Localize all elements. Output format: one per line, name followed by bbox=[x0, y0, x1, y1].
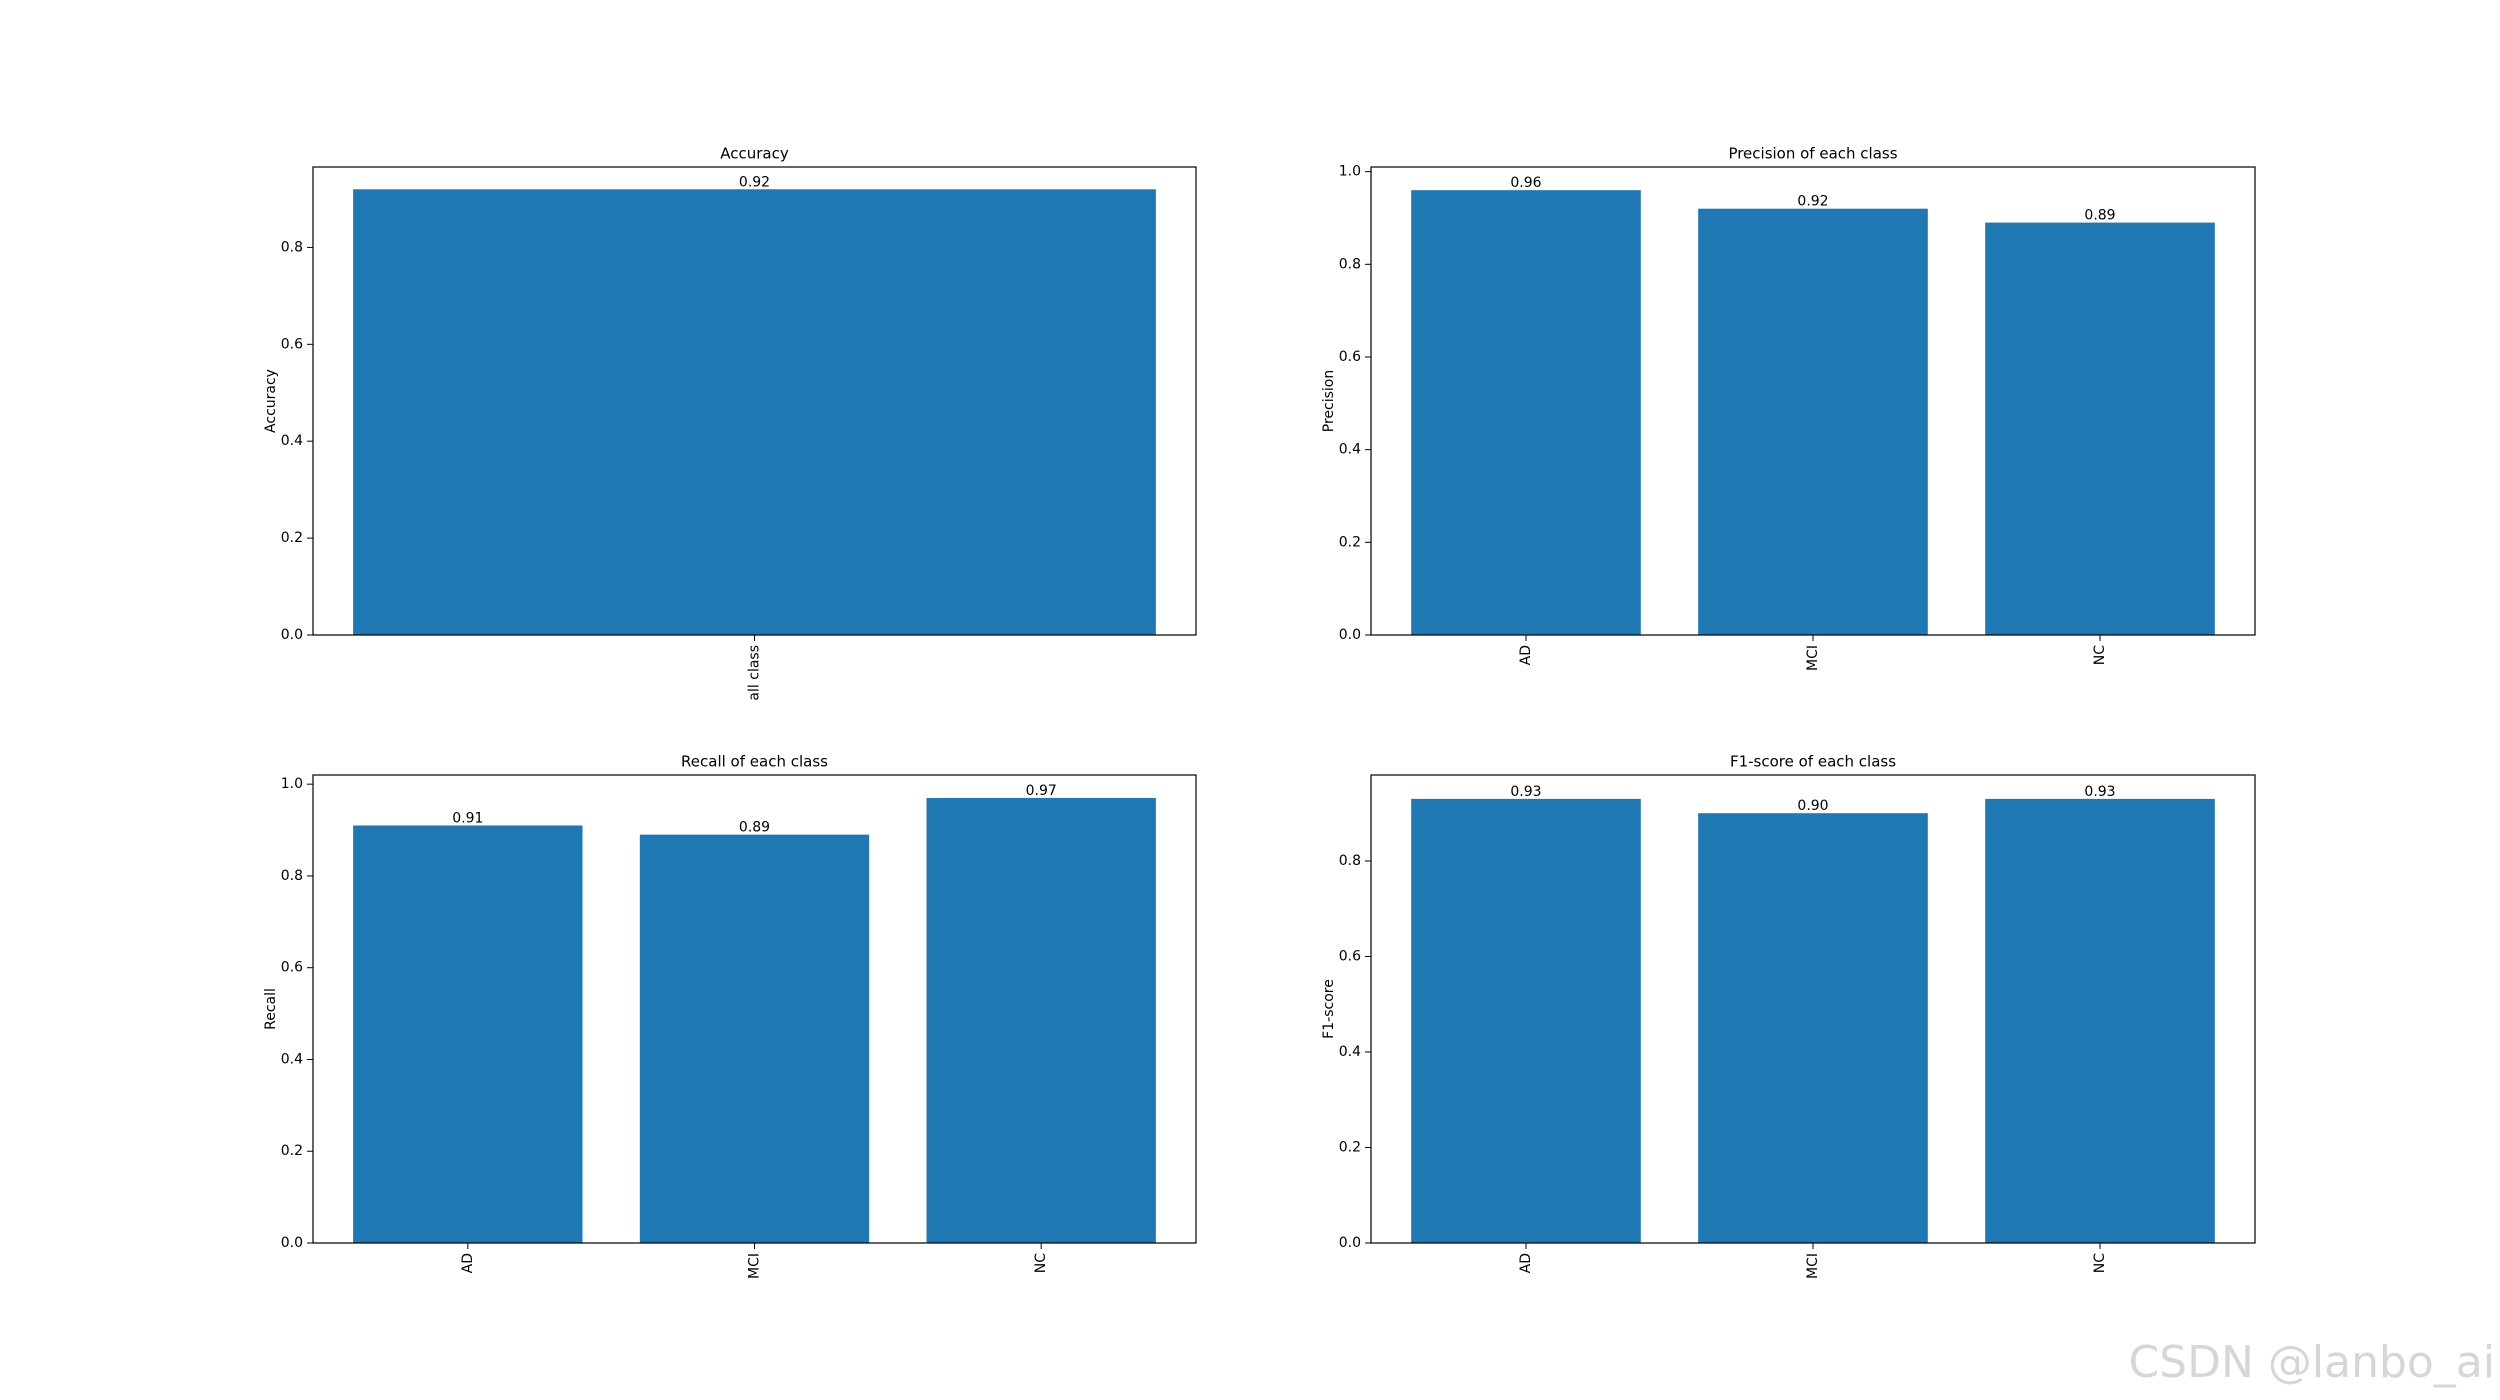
y-axis-label: Recall bbox=[263, 988, 279, 1030]
x-tick-label: AD bbox=[1518, 645, 1534, 665]
y-tick-label: 0.2 bbox=[281, 530, 303, 546]
bar bbox=[1411, 190, 1641, 635]
y-tick-label: 0.2 bbox=[281, 1143, 303, 1159]
value-label: 0.90 bbox=[1797, 798, 1828, 814]
value-label: 0.92 bbox=[739, 174, 770, 190]
y-tick-label: 0.4 bbox=[1339, 442, 1361, 458]
value-label: 0.96 bbox=[1510, 175, 1541, 191]
axes-frame bbox=[312, 774, 1197, 1244]
value-label: 0.97 bbox=[1026, 783, 1057, 799]
x-tick-label: MCI bbox=[747, 1253, 763, 1279]
y-tick-label: 0.6 bbox=[1339, 349, 1361, 365]
y-tick-label: 0.8 bbox=[1339, 853, 1361, 869]
y-axis-label: Precision bbox=[1321, 370, 1337, 432]
y-tick-label: 0.4 bbox=[281, 1051, 303, 1067]
watermark: CSDN @lanbo_ai bbox=[2128, 1337, 2495, 1388]
axes-frame bbox=[1370, 166, 2256, 636]
value-label: 0.93 bbox=[1510, 784, 1541, 800]
y-axis-label: F1-score bbox=[1321, 979, 1337, 1039]
bar bbox=[926, 797, 1156, 1243]
x-tick-label: all class bbox=[747, 645, 763, 701]
bar bbox=[1698, 813, 1928, 1243]
y-tick-label: 1.0 bbox=[281, 776, 303, 792]
value-label: 0.93 bbox=[2084, 784, 2115, 800]
x-tick-label: AD bbox=[1518, 1253, 1534, 1273]
y-tick-label: 0.0 bbox=[1339, 1235, 1361, 1251]
y-tick-label: 0.0 bbox=[281, 627, 303, 643]
bar bbox=[353, 189, 1156, 636]
bar bbox=[1985, 222, 2215, 636]
y-tick-label: 0.2 bbox=[1339, 534, 1361, 550]
y-tick-label: 0.6 bbox=[281, 336, 303, 352]
y-tick-label: 0.0 bbox=[1339, 627, 1361, 643]
bar bbox=[1985, 798, 2215, 1243]
value-label: 0.91 bbox=[452, 810, 483, 826]
x-tick-label: MCI bbox=[1805, 645, 1821, 671]
value-label: 0.92 bbox=[1797, 194, 1828, 210]
y-tick-label: 0.6 bbox=[1339, 948, 1361, 964]
bar bbox=[1698, 208, 1928, 635]
x-tick-label: NC bbox=[1033, 1253, 1049, 1273]
y-tick-label: 0.4 bbox=[281, 433, 303, 449]
y-tick-label: 0.4 bbox=[1339, 1044, 1361, 1060]
y-tick-label: 0.8 bbox=[281, 239, 303, 255]
x-tick-label: NC bbox=[2092, 645, 2108, 665]
axes-frame bbox=[312, 166, 1197, 636]
y-tick-label: 0.2 bbox=[1339, 1139, 1361, 1155]
chart-title: F1-score of each class bbox=[1730, 753, 1896, 771]
y-tick-label: 0.8 bbox=[1339, 256, 1361, 272]
chart-title: Accuracy bbox=[720, 145, 789, 163]
value-label: 0.89 bbox=[739, 820, 770, 836]
x-tick-label: AD bbox=[460, 1253, 476, 1273]
axes-frame bbox=[1370, 774, 2256, 1244]
bar bbox=[639, 834, 870, 1243]
y-tick-label: 0.6 bbox=[281, 960, 303, 976]
y-axis-label: Accuracy bbox=[263, 369, 279, 433]
y-tick-label: 0.8 bbox=[281, 868, 303, 884]
y-tick-label: 0.0 bbox=[281, 1235, 303, 1251]
chart-title: Recall of each class bbox=[681, 753, 828, 771]
value-label: 0.89 bbox=[2084, 208, 2115, 224]
x-tick-label: MCI bbox=[1805, 1253, 1821, 1279]
chart-title: Precision of each class bbox=[1728, 145, 1897, 163]
bar bbox=[353, 825, 583, 1243]
x-tick-label: NC bbox=[2092, 1253, 2108, 1273]
bar bbox=[1411, 798, 1641, 1243]
y-tick-label: 1.0 bbox=[1339, 164, 1361, 180]
